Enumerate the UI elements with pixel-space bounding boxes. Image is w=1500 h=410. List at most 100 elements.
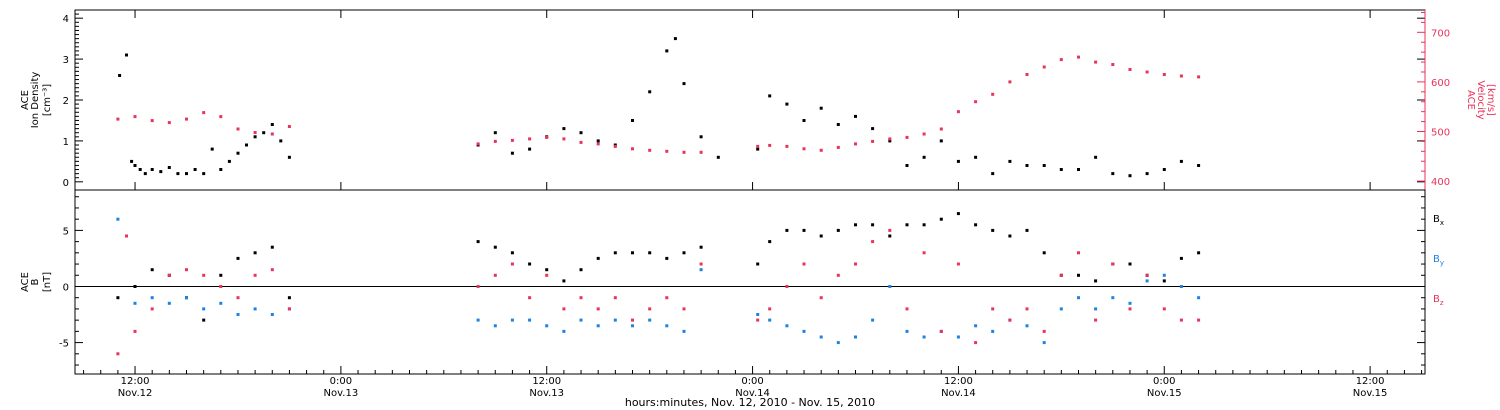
point-by (1145, 279, 1149, 283)
velocity-point (956, 110, 960, 114)
top-left-ticks: 0 1 2 3 4 (63, 9, 1425, 189)
point-by (991, 329, 995, 333)
point-bz (1008, 318, 1012, 322)
point-by (836, 341, 840, 345)
point-bz (202, 273, 206, 277)
density-point (562, 127, 566, 131)
point-bz (785, 285, 789, 288)
x-tick-time-label: 0:00 (330, 376, 352, 387)
point-bz (270, 268, 274, 272)
point-by (116, 217, 120, 221)
point-bx (956, 212, 960, 216)
point-bz (871, 240, 875, 244)
density-point (1128, 174, 1132, 178)
density-point (138, 168, 142, 171)
point-by (1111, 296, 1115, 300)
velocity-point (613, 144, 617, 148)
density-point (219, 168, 223, 171)
legend-subscript: y (1440, 259, 1444, 267)
point-bz (1025, 307, 1029, 311)
top-data-points (116, 37, 1201, 178)
point-bx (1008, 234, 1012, 238)
point-bz (648, 307, 652, 311)
density-point (939, 139, 943, 143)
density-point (1025, 164, 1029, 167)
point-bz (1059, 273, 1063, 277)
point-bx (631, 251, 634, 255)
velocity-point (1128, 68, 1132, 71)
point-by (956, 335, 960, 339)
velocity-point (922, 132, 926, 136)
density-point (1059, 168, 1063, 171)
point-by (756, 313, 760, 316)
velocity-point (648, 148, 652, 152)
point-bx (236, 256, 240, 260)
point-bz (1145, 273, 1149, 277)
point-by (167, 301, 171, 305)
velocity-point (665, 149, 669, 153)
density-point (716, 155, 720, 159)
point-bz (510, 262, 514, 266)
top-right-tick-label: 500 (1431, 127, 1450, 138)
point-bx (253, 251, 257, 255)
point-bx (1094, 279, 1098, 283)
velocity-point (236, 127, 240, 131)
point-bz (185, 268, 188, 272)
point-by (1094, 307, 1098, 311)
point-bz (974, 341, 978, 345)
velocity-point (185, 117, 188, 121)
x-tick-date-label: Nov.14 (941, 388, 976, 399)
bottom-tick-label: 0 (63, 282, 69, 293)
point-bz (613, 296, 617, 300)
top-right-tick-label: 700 (1431, 28, 1450, 39)
point-bx (1077, 273, 1080, 277)
velocity-point (579, 140, 583, 144)
density-point (854, 114, 857, 118)
point-bx (854, 223, 857, 227)
velocity-point (682, 150, 686, 154)
density-point (118, 74, 122, 77)
point-bz (528, 296, 532, 300)
point-by (1128, 301, 1132, 305)
density-point (648, 90, 652, 94)
density-point (1042, 164, 1046, 167)
density-point (579, 131, 583, 135)
velocity-point (1179, 74, 1183, 78)
point-bx (648, 251, 652, 255)
point-by (1162, 273, 1166, 277)
point-bx (116, 296, 120, 300)
point-bx (819, 234, 823, 238)
point-bx (476, 240, 480, 244)
bottom-ylabel-2: B (30, 278, 41, 285)
density-point (922, 155, 926, 159)
point-bx (1162, 279, 1166, 283)
point-bx (888, 234, 892, 238)
top-left-tick-label: 2 (63, 96, 69, 107)
velocity-point (756, 144, 760, 148)
point-bx (613, 251, 617, 255)
point-bz (287, 307, 291, 311)
top-right-tick-label: 400 (1431, 177, 1450, 188)
density-point (279, 139, 283, 143)
point-bx (756, 262, 760, 266)
point-by (270, 313, 274, 316)
bottom-tick-label: 5 (63, 226, 69, 237)
density-point (210, 147, 214, 151)
point-bx (1042, 251, 1046, 255)
velocity-point (836, 145, 840, 149)
top-panel: 0 1 2 3 4 400 500 600 700 ACE Ion Density [cm⁻³… (20, 9, 1496, 191)
top-ylabel-right-3: [km/s] (1485, 84, 1496, 116)
point-bz (956, 262, 960, 266)
point-bx (682, 251, 686, 255)
point-bz (665, 296, 669, 300)
velocity-point (888, 137, 892, 141)
density-point (1197, 164, 1201, 167)
point-by (185, 296, 188, 300)
top-ylabel-right-1: ACE (1465, 90, 1476, 110)
velocity-point (1197, 75, 1201, 79)
velocity-point (939, 127, 943, 131)
point-bz (219, 285, 223, 288)
point-bz (236, 296, 240, 300)
velocity-point (287, 125, 291, 128)
point-by (768, 318, 772, 322)
